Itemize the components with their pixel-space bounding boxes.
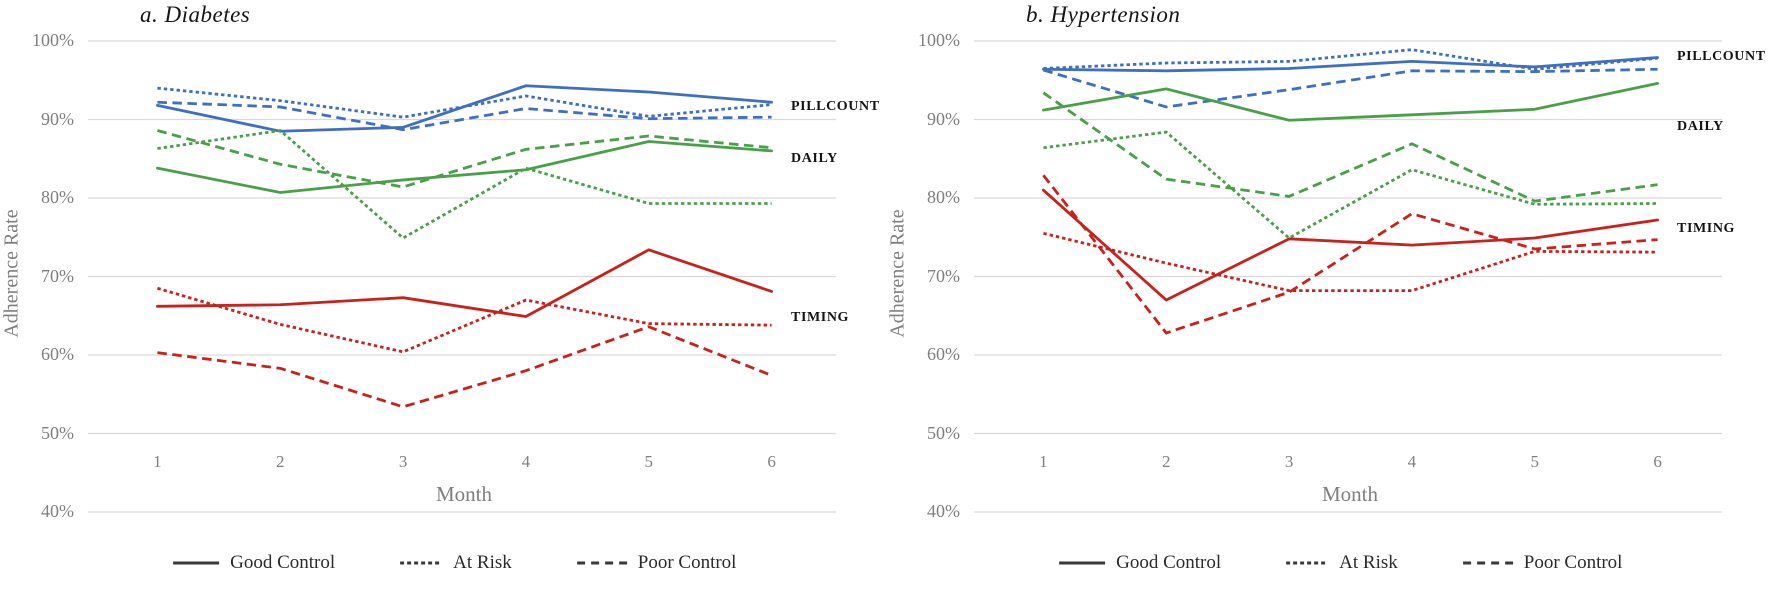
series-line-pillcount-at-risk [1043,48,1658,71]
legend-dashed-line-icon [576,561,627,565]
x-tick-label: 3 [1284,452,1294,471]
legend-item-at-risk: At Risk [399,552,512,574]
series-line-daily-good-control [156,140,773,194]
series-line-pillcount-poor-control [157,100,772,132]
x-tick-label: 5 [644,452,654,471]
y-tick-label: 60% [41,344,74,365]
x-tick-label: 6 [1653,452,1662,471]
chart-panel-hypertension: b. Hypertension Adherence Rate 100% 90% … [886,0,1772,604]
x-tick-label: 3 [398,452,408,471]
series-label-timing: TIMING [1677,221,1736,237]
series-line-pillcount-poor-control [1043,67,1658,109]
series-label-daily: DAILY [791,150,838,166]
y-tick-label: 40% [927,501,960,522]
series-label-timing: TIMING [791,310,850,326]
legend-dashed-line-icon [1462,561,1513,565]
x-tick-label: 2 [1162,452,1171,471]
legend-item-at-risk: At Risk [1285,552,1398,574]
y-tick-label: 90% [927,108,960,129]
hypertension-line-chart-canvas [974,40,1722,513]
series-line-timing-good-control [156,248,773,318]
chart-panel-diabetes: a. Diabetes Adherence Rate 100% 90% 80% … [1,2,880,574]
series-line-pillcount-good-control [1042,56,1659,73]
y-tick-label: 50% [41,422,74,443]
series-line-timing-poor-control [1042,174,1658,335]
y-tick-label: 70% [927,265,960,286]
x-tick-label: 4 [521,452,531,471]
y-tick-label: 70% [41,265,74,286]
legend-label: Poor Control [637,552,737,573]
diabetes-line-chart-canvas [88,40,836,513]
legend-item-poor-control: Poor Control [1462,552,1623,574]
x-tick-label: 1 [1039,452,1048,471]
y-tick-label: 100% [32,30,74,51]
series-line-daily-poor-control [1042,91,1658,203]
legend-item-poor-control: Poor Control [576,552,737,574]
legend-item-good-control: Good Control [1058,552,1221,574]
chart-title-hypertension: b. Hypertension [1026,2,1181,27]
series-line-pillcount-at-risk [157,86,772,119]
legend: Good Control At Risk Poor Control [1058,552,1622,574]
x-axis-title: Month [435,482,493,506]
y-tick-label: 90% [41,108,74,129]
legend-label: Good Control [1116,552,1222,573]
y-tick-label: 80% [927,187,960,208]
series-line-pillcount-good-control [156,84,773,133]
legend-dotted-line-icon [1286,561,1329,565]
x-tick-label: 4 [1407,452,1417,471]
chart-title-diabetes: a. Diabetes [140,2,251,27]
series-label-daily: DAILY [1677,119,1724,135]
x-tick-label: 2 [276,452,285,471]
x-tick-label: 5 [1530,452,1540,471]
series-line-daily-at-risk [1043,130,1658,240]
legend-label: At Risk [453,552,512,573]
y-tick-label: 40% [41,501,74,522]
legend-label: At Risk [1339,552,1398,573]
legend-item-good-control: Good Control [172,552,335,574]
legend-label: Poor Control [1523,552,1623,573]
legend-solid-line-icon [173,561,220,565]
y-tick-label: 50% [927,422,960,443]
y-tick-label: 60% [927,344,960,365]
series-label-pillcount: PILLCOUNT [1677,48,1766,64]
x-axis-title: Month [1321,482,1379,506]
legend-solid-line-icon [1059,561,1106,565]
series-line-daily-at-risk [157,129,772,240]
series-line-timing-poor-control [157,325,773,409]
series-line-daily-poor-control [157,129,772,189]
x-tick-label: 1 [153,452,162,471]
y-tick-label: 100% [918,30,960,51]
legend-label: Good Control [230,552,336,573]
series-line-daily-good-control [1042,81,1659,122]
x-tick-label: 6 [767,452,776,471]
series-line-timing-at-risk [1043,231,1658,293]
legend-dotted-line-icon [400,561,443,565]
series-line-timing-good-control [1042,188,1659,302]
legend: Good Control At Risk Poor Control [172,552,736,574]
series-label-pillcount: PILLCOUNT [791,98,880,114]
y-tick-label: 80% [41,187,74,208]
series-line-timing-at-risk [157,286,772,354]
